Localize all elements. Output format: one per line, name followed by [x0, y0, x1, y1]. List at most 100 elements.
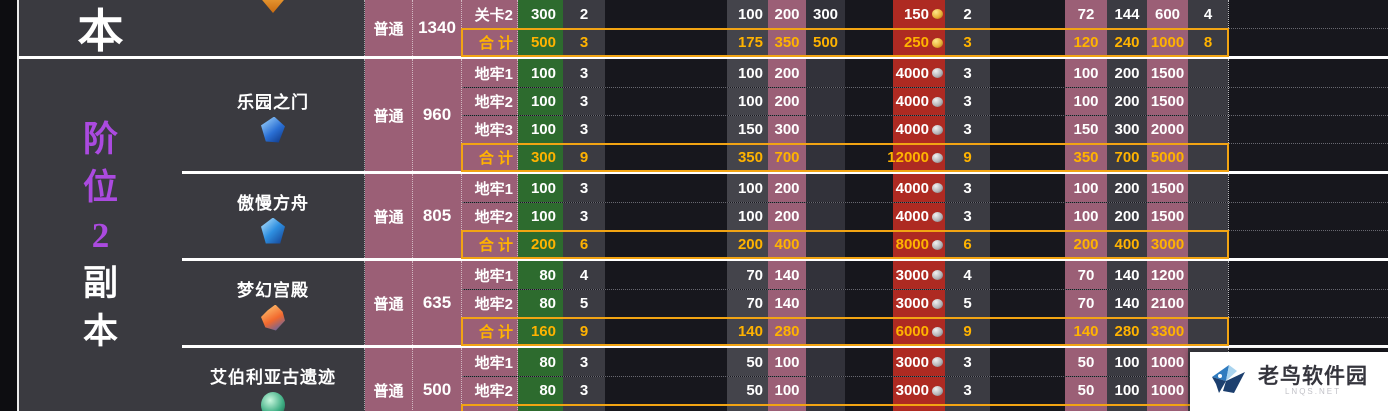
- cell-stage: 地牢1: [462, 261, 518, 289]
- silver-coin-icon: [932, 326, 943, 337]
- cell-b2: 100: [1107, 377, 1147, 404]
- cell-a2: 200: [768, 203, 806, 230]
- dungeon-section: 傲慢方舟 普通 805 地牢1 100 3 100 200 4000 3 100 200 1500 地牢2…: [182, 171, 1388, 259]
- cell-a1: 100: [727, 203, 768, 230]
- cell-b3: 1500: [1147, 88, 1188, 115]
- cell-v1: 80: [518, 348, 563, 376]
- cell-gold: 8000: [893, 231, 945, 258]
- cell-a1: 100: [727, 88, 768, 115]
- cell-v1: 80: [518, 377, 563, 404]
- cell-a1: 150: [727, 116, 768, 143]
- cell-g1: [605, 318, 727, 345]
- cell-b2: 100: [1107, 348, 1147, 376]
- cell-g3: [990, 405, 1065, 411]
- cell-b3: 1200: [1147, 261, 1188, 289]
- tier-top-label: 本: [19, 0, 182, 59]
- cell-b1: 50: [1065, 377, 1107, 404]
- silver-coin-icon: [932, 211, 943, 222]
- tier-main-label: 阶位 2 副本: [19, 59, 182, 411]
- cell-b1: 50: [1065, 348, 1107, 376]
- gem-orange-icon: [261, 0, 285, 13]
- cell-stage: 地牢1: [462, 174, 518, 202]
- silver-coin-icon: [932, 96, 943, 107]
- row-main: 地牢2 80 5 70 140 3000 5 70 140 2100: [462, 290, 1228, 317]
- cell-g2: [845, 261, 893, 289]
- cell-g4: [1228, 261, 1388, 289]
- cell-c1: 3: [563, 59, 605, 87]
- cell-g2: [845, 144, 893, 171]
- silver-coin-icon: [932, 357, 943, 367]
- cell-g1: [605, 261, 727, 289]
- row-main: 关卡2 300 2 100 200 300 150 2 72 144 600 4: [462, 0, 1228, 28]
- silver-coin-icon: [932, 124, 943, 135]
- gold-value: 3000: [895, 382, 929, 399]
- cell-a2: 700: [768, 144, 806, 171]
- row-main: 地牢1 100 3 100 200 4000 3 100 200 1500: [462, 59, 1228, 87]
- dungeon-name-cell: 乐园之门: [182, 59, 365, 171]
- dungeon-name-label: 艾伯利亚古遗迹: [210, 367, 336, 387]
- cell-b4: [1188, 116, 1228, 143]
- row-main: 合 计 500 3 175 350 500 250 3 120 240 1000 8: [461, 28, 1229, 57]
- cell-c2: 4: [945, 261, 990, 289]
- cell-gold: 4000: [893, 116, 945, 143]
- difficulty-label: 普通: [365, 261, 413, 345]
- cell-b1: 70: [1065, 290, 1107, 317]
- cell-c1: 9: [563, 144, 605, 171]
- cell-stage: 地牢3: [462, 116, 518, 143]
- cell-a1: 100: [727, 405, 768, 411]
- cell-g4: [1228, 203, 1388, 230]
- gold-value: 4000: [895, 93, 929, 110]
- cell-b1: 70: [1065, 261, 1107, 289]
- cell-v1: 100: [518, 203, 563, 230]
- gold-value: 3000: [895, 353, 929, 371]
- cell-gold: 3000: [893, 377, 945, 404]
- cell-c1: 3: [563, 88, 605, 115]
- cell-a1: 100: [727, 174, 768, 202]
- cell-g2: [845, 203, 893, 230]
- cell-stage: 地牢2: [462, 88, 518, 115]
- cell-stage: 合 计: [462, 231, 518, 258]
- dungeon-name-label: 傲慢方舟: [237, 193, 309, 213]
- power-value: 805: [413, 174, 462, 258]
- power-value: 960: [413, 59, 462, 171]
- cell-b1: 100: [1065, 203, 1107, 230]
- cell-v1: 200: [518, 231, 563, 258]
- table-row: 合 计 300 9 350 700 12000 9 350 700 5000: [461, 143, 1388, 172]
- silver-coin-icon: [932, 270, 943, 280]
- tier-char: 位: [82, 167, 118, 207]
- cell-a2: 100: [768, 348, 806, 376]
- cell-v1: 160: [518, 318, 563, 345]
- cell-g1: [605, 203, 727, 230]
- cell-g1: [605, 116, 727, 143]
- power-value: 1340: [413, 0, 462, 56]
- cell-g2: [845, 88, 893, 115]
- cell-b3: 1500: [1147, 174, 1188, 202]
- cell-a3: 500: [806, 29, 845, 56]
- cell-v1: 100: [518, 174, 563, 202]
- table-row: 合 计 200 6 200 400 8000 6 200 400 3000: [461, 230, 1388, 259]
- cell-c2: 5: [945, 290, 990, 317]
- cell-b2: 700: [1107, 144, 1147, 171]
- cell-g3: [990, 0, 1065, 28]
- gold-value: 3000: [895, 295, 929, 312]
- gold-value: 3000: [895, 266, 929, 284]
- blue-gem-icon: [261, 217, 285, 244]
- cell-g3: [990, 59, 1065, 87]
- cell-b3: 5000: [1147, 144, 1188, 171]
- cell-g4: [1228, 88, 1388, 115]
- cell-b1: 100: [1065, 88, 1107, 115]
- cell-b3: 1500: [1147, 203, 1188, 230]
- dungeon-name-label: 乐园之门: [237, 92, 309, 112]
- cell-stage: 合 计: [462, 318, 518, 345]
- cell-c1: 3: [563, 203, 605, 230]
- cell-a2: 280: [768, 318, 806, 345]
- cell-a1: 350: [727, 144, 768, 171]
- table-row: 地牢2 100 3 100 200 4000 3 100 200 1500: [462, 87, 1388, 115]
- cell-v1: 160: [518, 405, 563, 411]
- cell-b4: 4: [1188, 0, 1228, 28]
- cell-a3: [806, 59, 845, 87]
- watermark-title: 老鸟软件园: [1258, 365, 1368, 389]
- section-rows: 地牢1 100 3 100 200 4000 3 100 200 1500 地牢2 100 3 100 20…: [461, 174, 1388, 259]
- cell-stage: 地牢2: [462, 377, 518, 404]
